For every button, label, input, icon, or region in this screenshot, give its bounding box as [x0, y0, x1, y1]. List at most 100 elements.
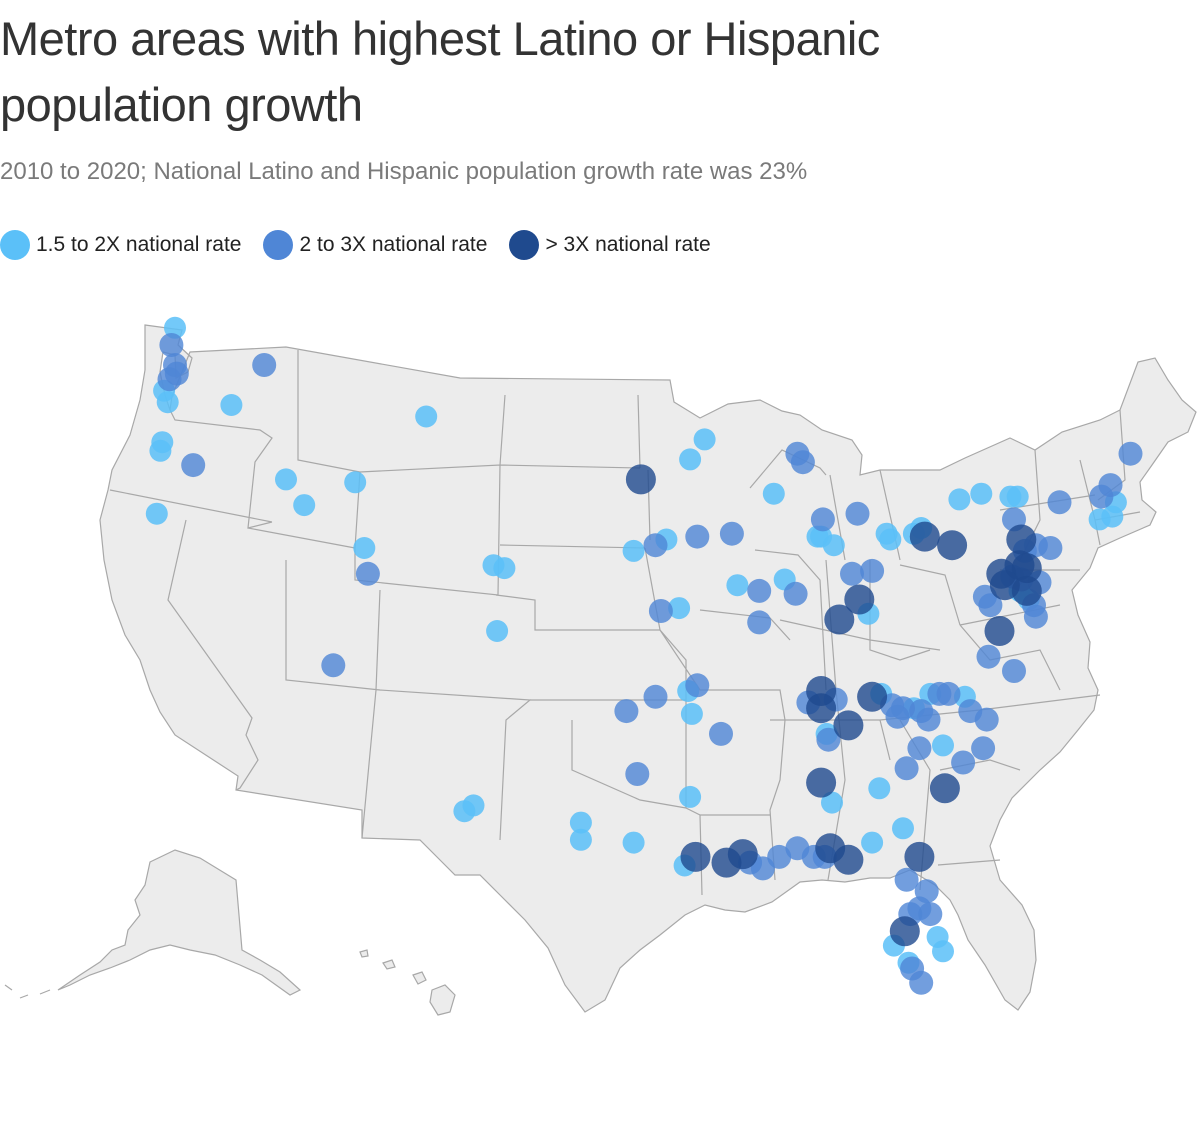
- metro-dot-mid: [891, 696, 915, 721]
- metro-dot-mid: [1002, 659, 1026, 683]
- legend-swatch-high: [509, 230, 540, 260]
- metro-dot-high: [889, 916, 920, 947]
- metro-dot-low: [1006, 485, 1029, 508]
- legend-label-high: > 3X national rate: [545, 233, 711, 256]
- metro-dot-mid: [951, 750, 976, 775]
- metro-dot-mid: [643, 684, 668, 709]
- metro-dot-high: [806, 693, 837, 724]
- hawaii-oahu: [382, 959, 396, 970]
- metro-dot-mid: [860, 558, 885, 583]
- legend-swatch-low: [0, 230, 30, 260]
- metro-dot-low: [462, 794, 485, 817]
- metro-dot-mid: [894, 867, 919, 892]
- metro-dot-mid: [790, 450, 815, 475]
- metro-dot-low: [868, 777, 891, 800]
- metro-dot-low: [679, 448, 702, 471]
- metro-dot-mid: [159, 333, 184, 357]
- metro-dot-low: [680, 702, 703, 725]
- chart-title: Metro areas with highest Latino or Hispa…: [0, 12, 880, 131]
- metro-dot-mid: [614, 699, 639, 724]
- metro-dot-mid: [321, 653, 346, 678]
- hawaii-big-island: [429, 984, 456, 1016]
- metro-dot-mid: [845, 501, 870, 526]
- contiguous-us-outline: [99, 324, 1197, 1013]
- metro-dot-low: [220, 394, 243, 416]
- alaska-islands: [4, 984, 51, 999]
- metro-dot-mid: [648, 599, 673, 623]
- metro-dot-high: [1006, 524, 1037, 555]
- legend-label-mid: 2 to 3X national rate: [299, 233, 488, 256]
- metro-dot-high: [857, 681, 888, 712]
- metro-dot-high: [909, 521, 940, 552]
- metro-dot-low: [726, 574, 749, 597]
- metro-dot-mid: [810, 507, 835, 532]
- metro-dot-high: [1011, 575, 1042, 606]
- metro-dot-low: [493, 557, 516, 580]
- metro-dot-low: [1088, 508, 1111, 531]
- metro-dot-high: [833, 710, 864, 741]
- metro-dot-mid: [252, 353, 277, 377]
- metro-dot-low: [892, 817, 914, 840]
- metro-dot-mid: [1023, 604, 1048, 629]
- metro-dot-high: [929, 773, 960, 804]
- metro-dot-mid: [978, 593, 1003, 618]
- metro-dot-low: [762, 482, 785, 505]
- metro-dot-high: [727, 839, 758, 870]
- metro-dot-mid: [709, 721, 733, 746]
- legend-item-low: 1.5 to 2X national rate: [0, 230, 241, 260]
- metro-dot-low: [932, 940, 954, 963]
- metro-dot-high: [680, 841, 711, 872]
- hawaii-kauai: [359, 949, 369, 958]
- metro-dot-high: [844, 584, 875, 615]
- metro-dot-high: [904, 841, 935, 872]
- metro-dot-high: [806, 767, 837, 798]
- metro-dot-mid: [625, 762, 650, 786]
- hawaii-maui: [412, 971, 427, 985]
- metro-dot-low: [693, 428, 716, 451]
- metro-dot-low: [293, 494, 316, 517]
- metro-dot-low: [948, 488, 971, 511]
- metro-dot-high: [937, 530, 968, 561]
- metro-dot-low: [486, 620, 509, 642]
- metro-dot-mid: [971, 736, 996, 761]
- metro-dot-mid: [157, 367, 182, 392]
- metro-dot-low: [822, 534, 845, 557]
- metro-dot-low: [353, 537, 376, 559]
- metro-dot-mid: [719, 521, 744, 546]
- metro-dot-high: [824, 604, 855, 635]
- metro-dot-low: [569, 828, 592, 851]
- metro-dot-mid: [976, 644, 1001, 669]
- metro-dot-low: [149, 439, 172, 462]
- legend-item-mid: 2 to 3X national rate: [263, 230, 487, 260]
- chart-subtitle: 2010 to 2020; National Latino and Hispan…: [0, 158, 808, 185]
- metro-dot-low: [145, 502, 168, 525]
- us-map: [4, 316, 1197, 1016]
- metro-dot-low: [622, 831, 645, 854]
- metro-dot-low: [879, 528, 902, 551]
- metro-dot-mid: [816, 727, 841, 752]
- metro-dot-mid: [355, 561, 380, 586]
- metro-dot-low: [861, 831, 884, 854]
- metro-dot-mid: [685, 673, 710, 698]
- metro-dots-layer: [145, 316, 1143, 995]
- metro-dot-high: [984, 616, 1015, 646]
- metro-dot-mid: [840, 561, 864, 586]
- metro-dot-low: [415, 405, 438, 428]
- land-layer: [4, 324, 1197, 1016]
- metro-dot-mid: [747, 610, 772, 635]
- metro-dot-low: [932, 734, 954, 757]
- metro-dot-mid: [936, 681, 961, 706]
- metro-dot-mid: [747, 578, 772, 603]
- metro-dot-mid: [783, 581, 808, 606]
- metro-dot-mid: [1047, 490, 1072, 515]
- metro-dot-mid: [767, 844, 792, 869]
- metro-dot-low: [970, 482, 993, 505]
- legend-item-high: > 3X national rate: [509, 230, 711, 260]
- metro-dot-mid: [916, 707, 941, 732]
- metro-dot-mid: [181, 453, 206, 478]
- metro-dot-mid: [643, 533, 668, 558]
- metro-dot-mid: [918, 902, 943, 927]
- metro-dot-low: [821, 791, 843, 814]
- metro-dot-mid: [894, 756, 919, 781]
- metro-dot-mid: [909, 970, 934, 995]
